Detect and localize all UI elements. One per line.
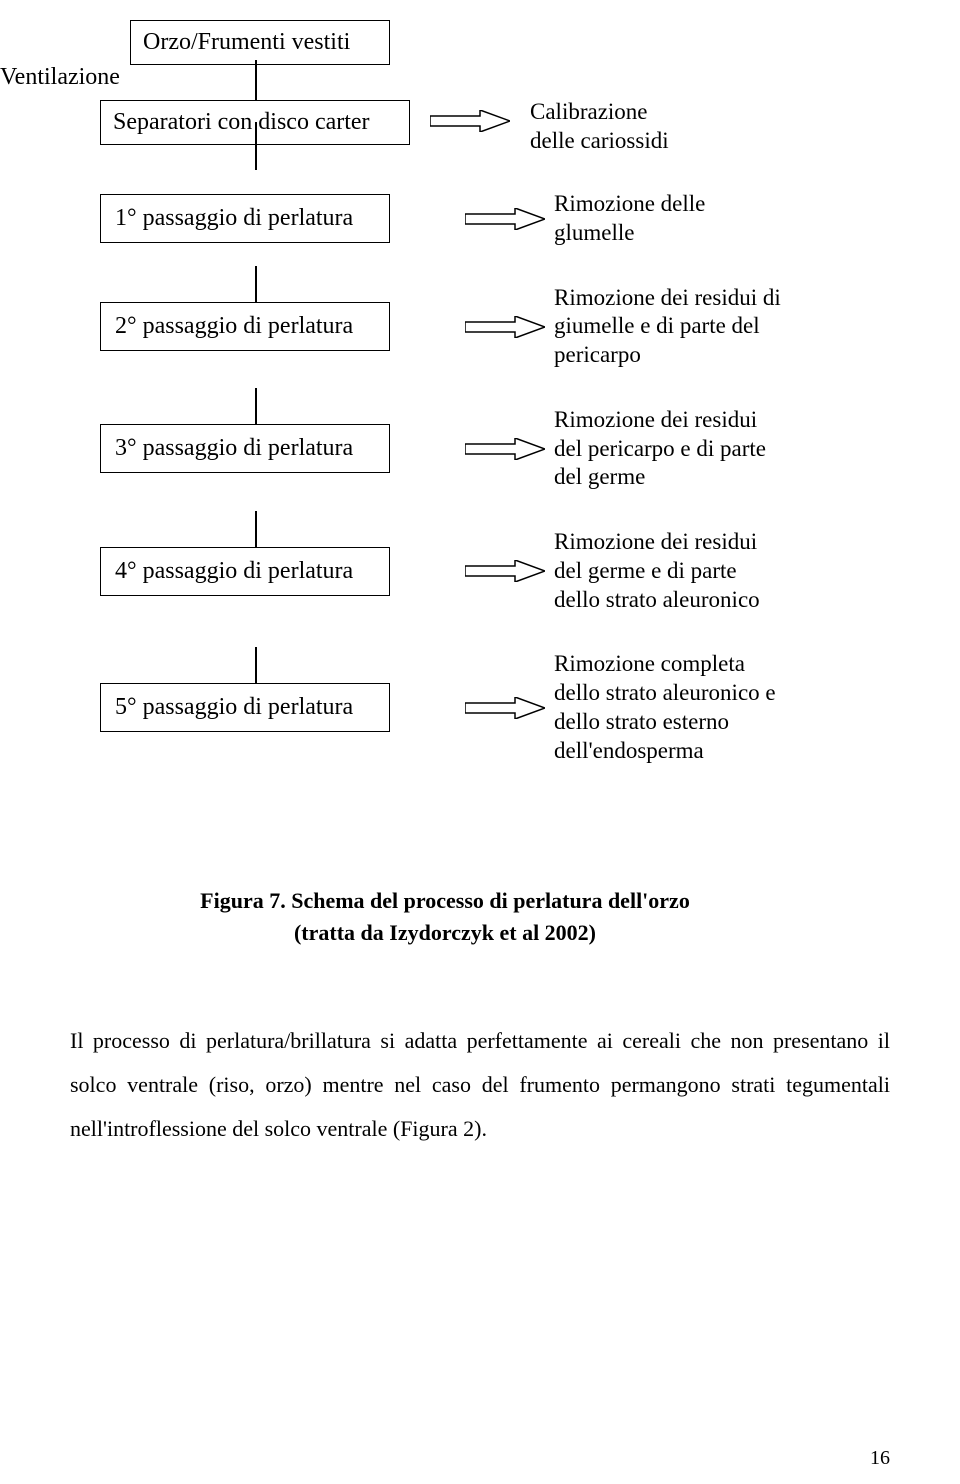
step-left-col: 5° passaggio di perlatura [100, 683, 460, 732]
page: Orzo/Frumenti vestiti Ventilazione Separ… [0, 0, 960, 1484]
connector-top-1 [255, 60, 257, 100]
arrow-col [460, 560, 550, 582]
step-result-4: Rimozione dei residui del germe e di par… [550, 528, 890, 614]
top-cluster: Orzo/Frumenti vestiti Ventilazione Separ… [0, 20, 890, 160]
arrow-icon [465, 208, 545, 230]
step-result-2: Rimozione dei residui di giumelle e di p… [550, 284, 890, 370]
calibrazione-label: Calibrazione delle cariossidi [530, 98, 669, 156]
figure-caption: Figura 7. Schema del processo di perlatu… [0, 885, 890, 949]
step-row-5: 5° passaggio di perlatura Rimozione compl… [0, 650, 890, 765]
step-result-5: Rimozione completa dello strato aleuroni… [550, 650, 890, 765]
step-row-2: 2° passaggio di perlatura Rimozione dei r… [0, 284, 890, 370]
arrow-icon [465, 697, 545, 719]
step-box-5: 5° passaggio di perlatura [100, 683, 390, 732]
step-row-3: 3° passaggio di perlatura Rimozione dei r… [0, 406, 890, 492]
arrow-col [460, 438, 550, 460]
step-result-3: Rimozione dei residui del pericarpo e di… [550, 406, 890, 492]
connector-step-3 [255, 388, 257, 424]
caption-sub: (tratta da Izydorczyk et al 2002) [294, 920, 596, 945]
step-result-1: Rimozione delle glumelle [550, 190, 890, 248]
connector-top-2 [255, 122, 257, 170]
step-box-1: 1° passaggio di perlatura [100, 194, 390, 243]
caption-lead: Figura 7. Schema del processo di perlatu… [200, 888, 690, 913]
page-number: 16 [870, 1447, 890, 1470]
orzo-box: Orzo/Frumenti vestiti [130, 20, 390, 65]
body-paragraph: Il processo di perlatura/brillatura si a… [0, 1019, 890, 1151]
arrow-col [460, 208, 550, 230]
step-row-4: 4° passaggio di perlatura Rimozione dei r… [0, 528, 890, 614]
connector-step-4 [255, 511, 257, 547]
step-row-1: 1° passaggio di perlatura Rimozione delle… [0, 190, 890, 248]
step-box-3: 3° passaggio di perlatura [100, 424, 390, 473]
arrow-col [460, 697, 550, 719]
arrow-icon [430, 110, 510, 132]
arrow-top [430, 110, 510, 132]
step-left-col: 2° passaggio di perlatura [100, 302, 460, 351]
arrow-col [460, 316, 550, 338]
step-box-4: 4° passaggio di perlatura [100, 547, 390, 596]
arrow-icon [465, 438, 545, 460]
connector-step-5 [255, 647, 257, 683]
arrow-icon [465, 316, 545, 338]
steps-container: 1° passaggio di perlatura Rimozione delle… [0, 190, 890, 765]
step-box-2: 2° passaggio di perlatura [100, 302, 390, 351]
connector-step-2 [255, 266, 257, 302]
arrow-icon [465, 560, 545, 582]
step-left-col: 3° passaggio di perlatura [100, 424, 460, 473]
step-left-col: 1° passaggio di perlatura [100, 194, 460, 243]
ventilazione-label: Ventilazione [0, 64, 120, 91]
step-left-col: 4° passaggio di perlatura [100, 547, 460, 596]
